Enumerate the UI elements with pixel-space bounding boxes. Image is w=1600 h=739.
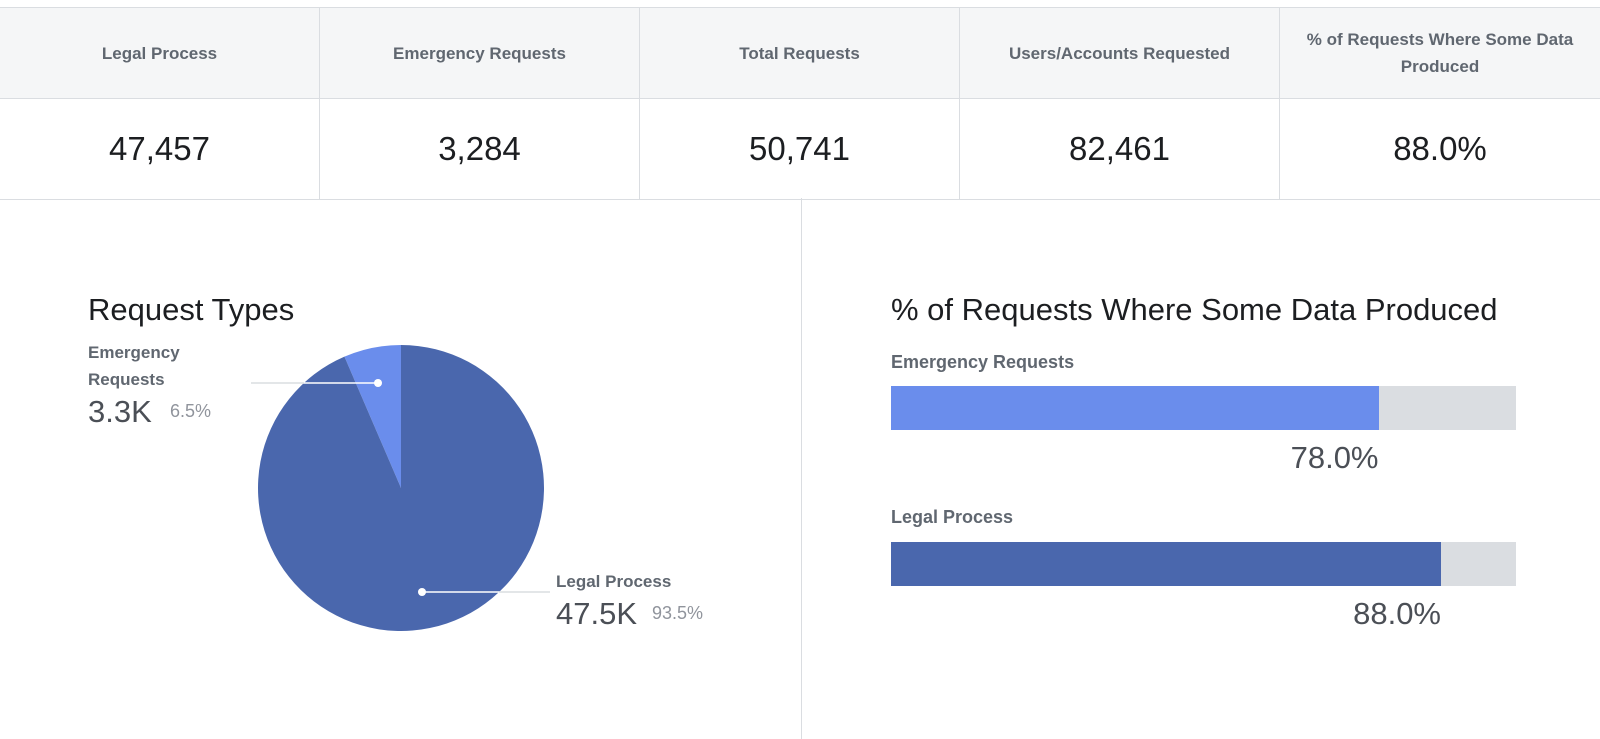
panel-divider [801, 198, 802, 739]
summary-header-row: Legal Process Emergency Requests Total R… [0, 8, 1600, 99]
summary-value-cell: 3,284 [320, 99, 640, 199]
value-legal-process: 47,457 [109, 130, 210, 167]
summary-table: Legal Process Emergency Requests Total R… [0, 7, 1600, 200]
bar-emergency[interactable] [891, 386, 1379, 430]
pie-label-legal-name: Legal Process [556, 572, 672, 591]
bar-value-emergency: 78.0% [1290, 440, 1379, 475]
pie-label-emergency-name: Emergency Requests [88, 343, 180, 389]
bar-value-legal: 88.0% [1353, 596, 1441, 631]
bar-label-emergency: Emergency Requests [891, 352, 1075, 372]
summary-header-cell: Legal Process [0, 8, 320, 98]
header-users-accounts: Users/Accounts Requested [1008, 43, 1231, 63]
summary-header-cell: Users/Accounts Requested [960, 8, 1280, 98]
summary-value-cell: 88.0% [1280, 99, 1600, 199]
pie-label-legal-value: 47.5K [556, 596, 638, 631]
header-total-requests: Total Requests [739, 43, 860, 63]
summary-header-cell: Total Requests [640, 8, 960, 98]
value-emergency-requests: 3,284 [438, 130, 521, 167]
bar-legal[interactable] [891, 542, 1441, 586]
bar-label-legal: Legal Process [891, 507, 1014, 527]
summary-value-cell: 47,457 [0, 99, 320, 199]
summary-header-cell: % of Requests Where Some Data Produced [1280, 8, 1600, 98]
summary-value-row: 47,457 3,284 50,741 82,461 88.0% [0, 99, 1600, 199]
header-legal-process: Legal Process [101, 43, 218, 63]
header-emergency-requests: Emergency Requests [393, 43, 566, 63]
summary-value-cell: 82,461 [960, 99, 1280, 199]
header-data-produced: % of Requests Where Some Data Produced [1306, 30, 1574, 76]
pie-chart-title: Request Types [88, 292, 295, 327]
bar-track-legal [891, 542, 1516, 586]
pie-connector-emergency [251, 379, 382, 387]
pie-chart [251, 345, 550, 632]
pie-connector-legal [418, 588, 550, 596]
value-data-produced: 88.0% [1393, 130, 1487, 167]
pie-label-emergency-value: 3.3K [88, 394, 152, 429]
bar-chart-title: % of Requests Where Some Data Produced [891, 292, 1498, 327]
pie-slice-emergency[interactable] [344, 345, 401, 488]
pie-label-emergency-percent[interactable]: 6.5% [170, 401, 212, 421]
value-users-accounts: 82,461 [1069, 130, 1170, 167]
value-total-requests: 50,741 [749, 130, 850, 167]
summary-header-cell: Emergency Requests [320, 8, 640, 98]
bar-track-emergency [891, 386, 1516, 430]
pie-slice-legal[interactable] [258, 345, 545, 632]
summary-value-cell: 50,741 [640, 99, 960, 199]
pie-label-legal-percent[interactable]: 93.5% [652, 603, 704, 623]
